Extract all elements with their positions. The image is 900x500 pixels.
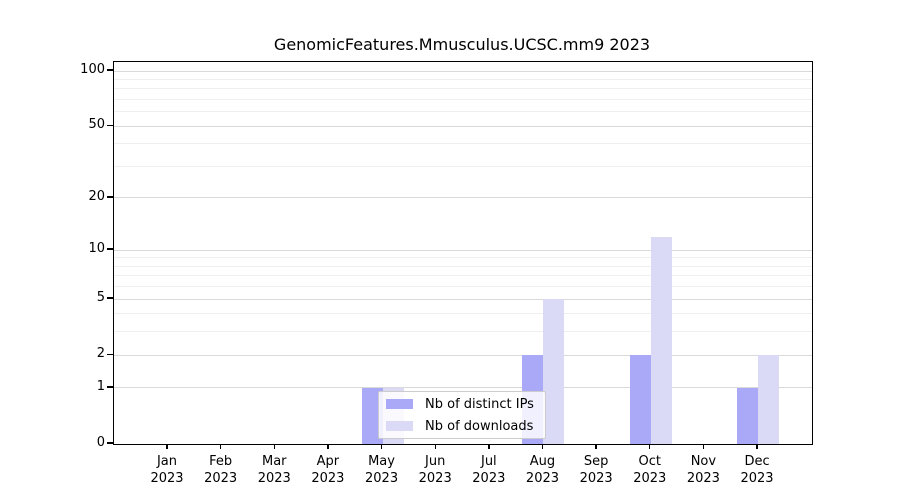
x-tick-label: Aug 2023 xyxy=(525,454,560,486)
bar-nb-of-downloads xyxy=(758,355,780,444)
x-tick-mark xyxy=(702,444,705,450)
gridline-major xyxy=(114,125,812,127)
x-tick-mark xyxy=(488,444,490,450)
y-tick-label: 5 xyxy=(96,290,105,306)
chart-title: GenomicFeatures.Mmusculus.UCSC.mm9 2023 xyxy=(273,35,651,54)
x-tick-mark xyxy=(166,444,168,450)
x-tick-mark xyxy=(273,444,275,450)
x-tick-label: Jul 2023 xyxy=(472,454,506,486)
gridline-minor xyxy=(114,286,812,288)
x-tick-label: Nov 2023 xyxy=(686,454,720,486)
y-tick-mark xyxy=(106,248,113,250)
legend: Nb of distinct IPs Nb of downloads xyxy=(378,391,546,439)
gridline-minor xyxy=(114,88,812,90)
gridline-minor xyxy=(114,331,812,333)
legend-item-downloads: Nb of downloads xyxy=(379,415,545,437)
y-tick-label: 0 xyxy=(96,435,105,450)
gridline-minor xyxy=(114,143,812,145)
gridline-minor xyxy=(114,257,812,259)
gridline-major xyxy=(114,197,812,199)
bar-nb-of-downloads xyxy=(650,236,672,444)
y-tick-mark xyxy=(106,196,113,198)
x-tick-label: Apr 2023 xyxy=(311,454,345,486)
x-tick-mark xyxy=(434,444,436,450)
x-tick-label: Sep 2023 xyxy=(579,454,613,486)
y-tick-label: 2 xyxy=(96,346,105,362)
y-tick-label: 20 xyxy=(88,188,105,204)
gridline-minor xyxy=(114,111,812,113)
gridline-minor xyxy=(114,313,812,315)
gridline-minor xyxy=(114,165,812,167)
x-tick-mark xyxy=(541,444,544,450)
gridline-major xyxy=(114,298,812,300)
plot-area: Nb of distinct IPs Nb of downloads xyxy=(113,61,813,445)
x-tick-mark xyxy=(756,444,758,450)
legend-item-distinct-ips: Nb of distinct IPs xyxy=(379,393,545,415)
y-tick-mark xyxy=(106,69,113,71)
y-tick-mark xyxy=(106,124,113,126)
x-tick-label: Mar 2023 xyxy=(257,454,291,486)
legend-swatch-downloads xyxy=(386,421,413,431)
gridline-major xyxy=(114,70,812,72)
gridline-major xyxy=(114,387,812,389)
x-tick-label: Jan 2023 xyxy=(150,454,184,486)
gridline-major xyxy=(114,354,812,356)
x-tick-label: Oct 2023 xyxy=(633,454,667,486)
y-tick-label: 100 xyxy=(80,62,105,77)
x-tick-label: Jun 2023 xyxy=(418,454,452,486)
y-tick-mark xyxy=(106,442,113,444)
gridline-minor xyxy=(114,78,812,80)
y-tick-mark xyxy=(106,297,113,299)
legend-swatch-distinct-ips xyxy=(386,399,413,409)
x-tick-label: Dec 2023 xyxy=(740,454,774,486)
y-tick-label: 10 xyxy=(88,241,105,257)
y-tick-mark xyxy=(106,353,113,355)
y-tick-label: 50 xyxy=(88,117,105,133)
y-tick-label: 1 xyxy=(96,378,105,394)
gridline-minor xyxy=(114,265,812,267)
bar-nb-of-distinct-ips xyxy=(361,387,383,444)
gridline-major xyxy=(114,249,812,251)
x-tick-label: Feb 2023 xyxy=(204,454,238,486)
legend-label-distinct-ips: Nb of distinct IPs xyxy=(425,396,534,412)
bar-nb-of-downloads xyxy=(543,299,565,444)
gridline-minor xyxy=(114,275,812,277)
bar-nb-of-distinct-ips xyxy=(629,355,651,444)
x-tick-mark xyxy=(649,444,651,450)
x-tick-mark xyxy=(219,444,222,450)
bar-nb-of-distinct-ips xyxy=(737,387,759,444)
x-tick-mark xyxy=(595,444,597,450)
y-tick-mark xyxy=(106,386,113,388)
legend-label-downloads: Nb of downloads xyxy=(425,418,534,434)
gridline-minor xyxy=(114,98,812,100)
x-tick-label: May 2023 xyxy=(365,454,399,486)
x-tick-mark xyxy=(327,444,329,450)
x-tick-mark xyxy=(380,444,383,450)
